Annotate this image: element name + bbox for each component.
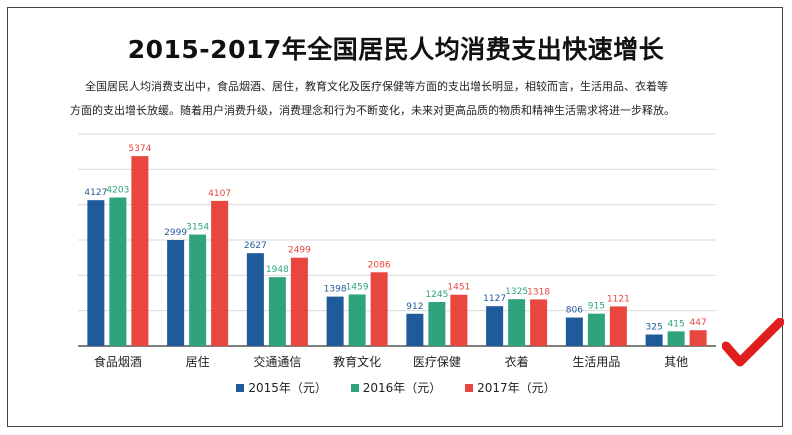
bar-2017 [131,156,149,346]
bar-2016 [189,234,207,346]
x-tick-label: 交通通信 [253,354,301,369]
bar-2017 [450,294,468,346]
bar-2017 [609,306,627,346]
x-tick-label: 医疗保健 [413,355,461,369]
x-tick-label: 教育文化 [333,354,381,369]
legend-item-2017: 2017年（元） [465,379,556,396]
x-tick-label: 衣着 [505,354,529,369]
data-label-2017: 2499 [288,246,311,256]
data-label-2017: 4107 [208,189,231,199]
data-label-2017: 1318 [527,287,550,297]
data-label-2017: 447 [690,318,707,328]
data-label-2016: 1325 [505,287,528,297]
bar-2016 [109,197,127,346]
data-label-2016: 915 [588,302,605,312]
bar-2015 [326,296,344,346]
legend-label-2016: 2016年（元） [362,381,442,395]
chart-title: 2015-2017年全国居民人均消费支出快速增长 [127,35,665,64]
data-label-2016: 1245 [425,290,448,300]
checkmark-icon [722,318,784,367]
bar-2015 [406,313,424,346]
description-line-2: 方面的支出增长放缓。随着用户消费升级，消费理念和行为不断变化，未来对更高品质的物… [70,104,675,117]
data-label-2016: 415 [668,319,685,329]
x-tick-label: 居住 [186,355,210,369]
legend-swatch-2015 [236,384,245,392]
bar-2017 [290,257,308,346]
data-label-2017: 2086 [368,260,391,270]
legend: 2015年（元） 2016年（元） 2017年（元） [0,379,792,396]
data-label-2016: 1459 [346,282,369,292]
x-tick-label: 食品烟酒 [94,354,142,369]
legend-swatch-2017 [465,384,474,392]
legend-label-2017: 2017年（元） [477,381,556,395]
data-label-2016: 3154 [186,223,209,233]
bar-2016 [348,294,366,346]
x-tick-label: 生活用品 [572,355,620,369]
bar-2015 [565,317,583,346]
data-label-2017: 5374 [128,144,151,154]
bar-2015 [167,240,185,346]
bar-2016 [667,331,685,346]
bar-2016 [508,299,526,346]
bar-2015 [486,306,504,346]
data-label-2016: 4203 [106,185,129,195]
data-label-2017: 1451 [447,283,470,293]
bar-2015 [246,253,264,346]
data-label-2015: 912 [406,302,423,312]
legend-item-2016: 2016年（元） [350,379,442,396]
bar-2016 [587,313,605,346]
bar-2016 [428,302,446,346]
data-label-2015: 1398 [324,285,347,295]
bar-2015 [645,334,663,346]
bar-2016 [268,277,286,346]
data-label-2015: 1127 [483,294,506,304]
bar-2017 [689,330,707,346]
data-label-2015: 806 [566,306,583,316]
x-tick-label: 其他 [664,355,688,369]
data-label-2015: 4127 [84,188,107,198]
legend-item-2015: 2015年（元） [236,379,327,396]
legend-label-2015: 2015年（元） [248,381,327,395]
bar-2017 [211,200,229,346]
data-label-2015: 2999 [164,228,187,238]
data-label-2015: 325 [646,323,663,333]
legend-swatch-2016 [350,384,359,392]
bar-2017 [530,299,548,346]
data-label-2016: 1948 [266,265,289,275]
data-label-2017: 1121 [607,294,630,304]
bar-2015 [87,200,105,346]
description-line-1: 全国居民人均消费支出中，食品烟酒、居住，教育文化及医疗保健等方面的支出增长明显，… [85,80,668,93]
data-label-2015: 2627 [244,241,267,251]
bar-2017 [370,272,388,346]
